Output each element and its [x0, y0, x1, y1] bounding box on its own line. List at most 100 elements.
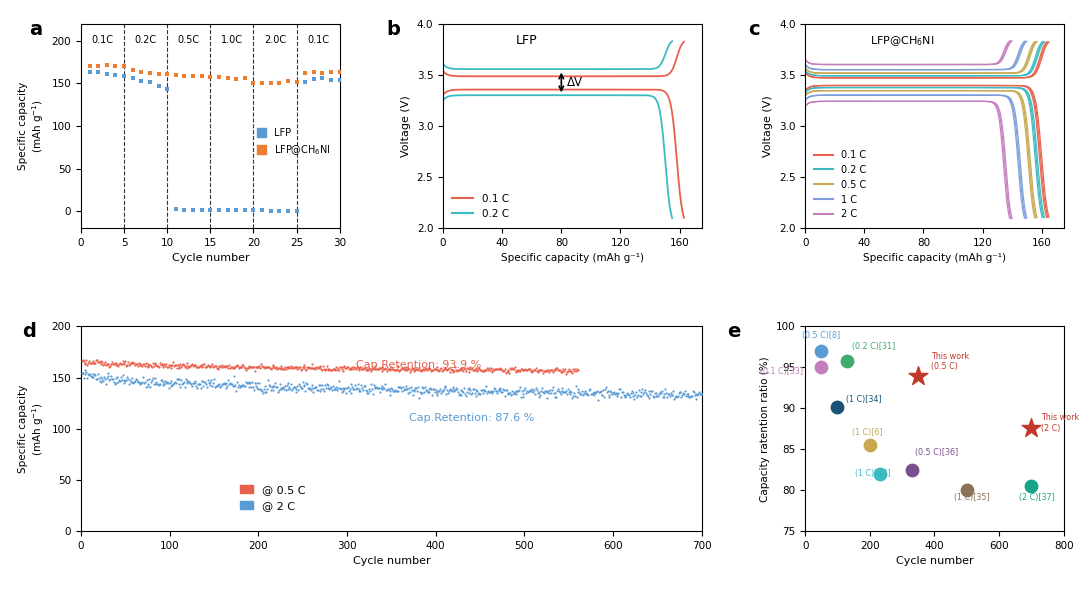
Text: (0.5 C)[8]: (0.5 C)[8] — [802, 332, 840, 340]
Point — [278, 365, 295, 374]
Point — [193, 71, 211, 80]
Point — [441, 386, 458, 395]
Point — [373, 362, 390, 372]
Point — [665, 394, 683, 404]
Point — [551, 386, 568, 395]
Point — [496, 366, 513, 375]
Point — [158, 359, 175, 369]
Point — [576, 388, 593, 398]
Point — [86, 371, 104, 380]
Point — [403, 363, 420, 372]
Point — [517, 388, 535, 398]
Point — [414, 383, 431, 392]
Point — [248, 362, 266, 372]
Point — [149, 379, 166, 389]
Point — [163, 363, 180, 372]
Point — [496, 391, 513, 401]
Point — [402, 365, 419, 375]
Point — [260, 381, 278, 390]
Point — [492, 388, 510, 397]
Text: LFP: LFP — [515, 34, 537, 47]
Point — [262, 206, 280, 216]
Point — [416, 387, 433, 396]
Point — [431, 386, 448, 396]
Point — [444, 365, 461, 375]
Point — [144, 375, 161, 385]
Point — [269, 363, 286, 373]
Point — [689, 389, 706, 399]
Point — [75, 368, 92, 378]
Point — [357, 386, 375, 396]
Point — [254, 78, 271, 88]
Point — [360, 366, 377, 375]
Point — [267, 379, 284, 388]
Point — [677, 392, 694, 401]
Point — [206, 361, 224, 371]
Point — [245, 386, 262, 395]
Point — [119, 372, 136, 381]
Point — [401, 384, 418, 393]
Point — [516, 384, 534, 393]
Point — [363, 364, 380, 373]
Point — [605, 388, 622, 397]
Point — [255, 384, 272, 394]
Point — [224, 363, 241, 373]
Point — [649, 391, 666, 401]
Point — [274, 365, 292, 374]
Point — [469, 366, 486, 376]
Point — [94, 374, 111, 384]
Point — [615, 387, 632, 396]
Point — [208, 381, 226, 391]
Point — [165, 378, 183, 388]
Point — [571, 389, 589, 398]
Point — [218, 383, 235, 392]
Point — [640, 386, 658, 396]
Point — [383, 385, 401, 394]
Point — [178, 359, 195, 368]
Point — [457, 389, 474, 399]
Point — [179, 376, 197, 386]
Point — [427, 387, 444, 396]
Point — [98, 359, 116, 368]
Point — [118, 375, 135, 385]
Point — [501, 389, 518, 398]
Point — [606, 389, 623, 399]
Point — [457, 365, 474, 374]
Point — [550, 384, 567, 394]
Point — [132, 360, 149, 369]
Point — [558, 368, 576, 377]
Point — [301, 383, 319, 392]
Point — [457, 366, 474, 376]
Point — [337, 383, 354, 392]
Point — [84, 372, 102, 381]
Point — [253, 385, 270, 395]
Point — [138, 362, 156, 371]
Point — [164, 380, 181, 389]
Point — [191, 361, 208, 371]
Point — [306, 384, 323, 393]
Point — [80, 369, 97, 379]
Point — [288, 206, 306, 216]
Point — [249, 363, 267, 372]
Point — [248, 379, 266, 388]
Point — [324, 381, 341, 391]
Point — [163, 376, 180, 386]
Point — [474, 367, 491, 376]
Point — [828, 402, 846, 411]
Point — [391, 382, 408, 391]
Point — [252, 363, 269, 372]
Point — [149, 361, 166, 371]
Point — [432, 363, 449, 373]
Point — [118, 361, 135, 371]
Point — [507, 366, 524, 375]
Point — [82, 372, 99, 381]
Point — [527, 363, 544, 372]
Point — [514, 365, 531, 375]
Point — [572, 389, 590, 399]
Point — [296, 381, 313, 391]
Point — [113, 359, 131, 369]
X-axis label: Cycle number: Cycle number — [172, 254, 249, 264]
Point — [332, 384, 349, 393]
Point — [217, 378, 234, 388]
Point — [400, 388, 417, 398]
